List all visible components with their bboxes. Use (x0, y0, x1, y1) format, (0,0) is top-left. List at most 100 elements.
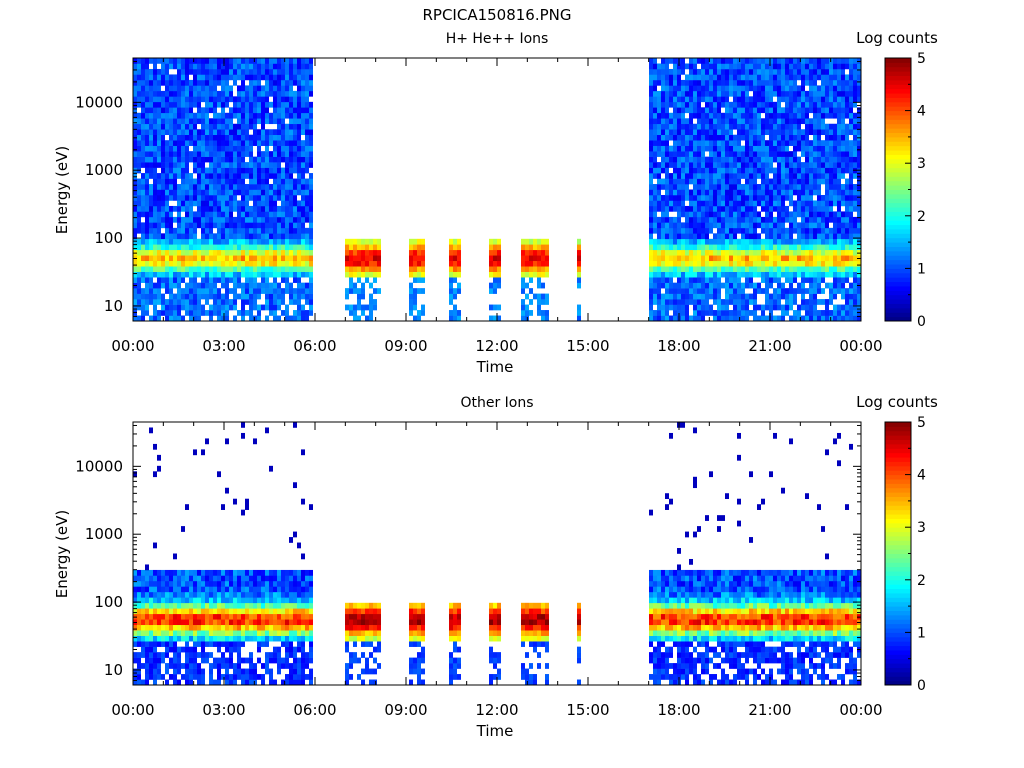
spectrogram-cell (309, 260, 313, 267)
spectrogram-cell (353, 282, 357, 289)
spectrogram-cell (841, 194, 845, 201)
spectrogram-cell (281, 156, 285, 163)
spectrogram-cell (769, 162, 773, 168)
spectrogram-cell (133, 293, 137, 300)
spectrogram-cell (349, 255, 353, 262)
spectrogram-cell (689, 211, 693, 218)
spectrogram-cell (705, 145, 709, 152)
spectrogram-cell (725, 222, 729, 229)
spectrogram-cell (821, 140, 825, 146)
spectrogram-cell (721, 205, 725, 212)
spectrogram-cell (189, 129, 193, 136)
spectrogram-cell (797, 173, 801, 179)
spectrogram-cell (213, 293, 217, 300)
spectrogram-cell (457, 282, 461, 289)
spectrogram-cell (789, 107, 793, 114)
spectrogram-cell (845, 205, 849, 212)
spectrogram-cell (705, 293, 709, 300)
colorbar-segment (885, 290, 911, 296)
spectrogram-cell (221, 304, 225, 311)
spectrogram-cell (717, 140, 721, 146)
spectrogram-cell (745, 189, 749, 196)
spectrogram-cell (857, 266, 861, 272)
spectrogram-cell (677, 260, 681, 267)
spectrogram-cell (717, 244, 721, 251)
spectrogram-cell (649, 79, 653, 86)
spectrogram-cell (233, 244, 237, 251)
spectrogram-cell (133, 299, 137, 305)
spectrogram-cell (305, 134, 309, 141)
spectrogram-cell (829, 227, 833, 234)
spectrogram-cell (285, 205, 289, 212)
spectrogram-cell (209, 79, 213, 86)
spectrogram-cell (293, 293, 297, 300)
spectrogram-cell (161, 173, 165, 179)
spectrogram-cell (245, 189, 249, 196)
spectrogram-cell (793, 266, 797, 272)
spectrogram-cell (225, 173, 229, 179)
spectrogram-cell (673, 63, 677, 70)
spectrogram-cell (829, 178, 833, 185)
spectrogram-cell (233, 184, 237, 190)
spectrogram-cell (221, 238, 225, 245)
spectrogram-cell (817, 310, 821, 316)
spectrogram-cell (489, 282, 493, 289)
spectrogram-cell (261, 151, 265, 157)
spectrogram-cell (489, 315, 493, 322)
spectrogram-cell (185, 194, 189, 201)
spectrogram-cell (721, 315, 725, 322)
spectrogram-cell (857, 162, 861, 168)
spectrogram-cell (721, 266, 725, 272)
spectrogram-cell (765, 205, 769, 212)
spectrogram-cell (545, 293, 549, 300)
spectrogram-cell (793, 205, 797, 212)
spectrogram-cell (273, 255, 277, 262)
spectrogram-cell (733, 74, 737, 81)
spectrogram-cell (841, 310, 845, 316)
spectrogram-cell (681, 304, 685, 311)
spectrogram-cell (245, 271, 249, 278)
spectrogram-cell (657, 129, 661, 136)
spectrogram-cell (817, 200, 821, 207)
spectrogram-cell (653, 288, 657, 294)
spectrogram-cell (765, 101, 769, 108)
spectrogram-cell (649, 315, 653, 322)
spectrogram-cell (225, 74, 229, 81)
spectrogram-cell (421, 277, 425, 283)
spectrogram-cell (673, 173, 677, 179)
spectrogram-cell (541, 271, 545, 278)
spectrogram-cell (521, 255, 525, 262)
spectrogram-cell (753, 315, 757, 322)
spectrogram-cell (805, 255, 809, 262)
spectrogram-cell (237, 211, 241, 218)
spectrogram-cell (225, 96, 229, 103)
spectrogram-cell (301, 151, 305, 157)
spectrogram-cell (853, 63, 857, 70)
spectrogram-cell (173, 96, 177, 103)
spectrogram-cell (133, 597, 137, 604)
spectrogram-cell (177, 79, 181, 86)
spectrogram-cell (537, 282, 541, 289)
spectrogram-cell (297, 156, 301, 163)
spectrogram-cell (281, 189, 285, 196)
spectrogram-cell (741, 96, 745, 103)
spectrogram-cell (357, 304, 361, 311)
spectrogram-cell (185, 282, 189, 289)
spectrogram-cell (801, 260, 805, 267)
spectrogram-cell (193, 118, 197, 125)
spectrogram-cell (777, 249, 781, 256)
spectrogram-cell (289, 107, 293, 114)
spectrogram-cell (141, 68, 145, 75)
spectrogram-cell (361, 238, 365, 245)
spectrogram-cell (409, 299, 413, 305)
spectrogram-cell (849, 151, 853, 157)
spectrogram-cell (153, 304, 157, 311)
spectrogram-cell (805, 151, 809, 157)
spectrogram-cell (529, 271, 533, 278)
spectrogram-cell (181, 58, 185, 64)
spectrogram-cell (761, 244, 765, 251)
spectrogram-cell (249, 118, 253, 125)
spectrogram-cell (761, 63, 765, 70)
spectrogram-cell (245, 68, 249, 75)
spectrogram-cell (805, 304, 809, 311)
